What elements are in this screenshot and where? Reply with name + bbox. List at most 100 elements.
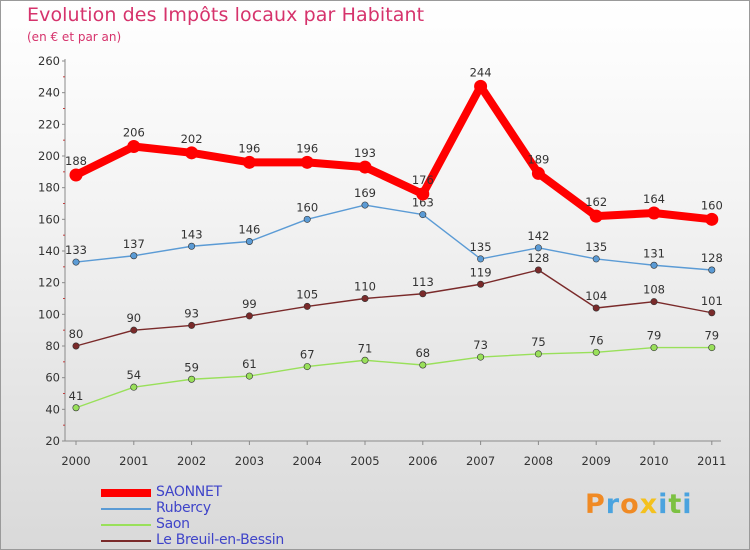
data-point	[477, 353, 485, 361]
data-label: 68	[415, 346, 430, 360]
logo-letter: r	[605, 489, 621, 520]
legend-swatch	[101, 489, 151, 497]
data-label: 163	[412, 196, 434, 210]
x-tick-label: 2003	[235, 454, 264, 468]
x-tick-label: 2011	[697, 454, 726, 468]
data-point	[416, 187, 430, 201]
data-point	[245, 372, 253, 380]
data-label: 59	[184, 360, 199, 374]
logo-letter: o	[620, 489, 640, 520]
data-point	[477, 280, 485, 288]
data-label: 188	[65, 154, 87, 168]
data-label: 104	[585, 289, 607, 303]
proxiti-logo: Proxiti	[585, 489, 693, 520]
data-label: 61	[242, 357, 257, 371]
logo-letter: x	[639, 489, 659, 520]
series-line-saonnet	[72, 82, 716, 224]
data-label: 113	[412, 275, 434, 289]
data-label: 162	[585, 195, 607, 209]
data-point	[708, 266, 716, 274]
x-tick-label: 2000	[61, 454, 90, 468]
legend-swatch	[101, 508, 151, 510]
data-label: 176	[412, 173, 434, 187]
data-point	[361, 356, 369, 364]
data-label: 135	[470, 240, 492, 254]
data-point	[72, 404, 80, 412]
data-label: 135	[585, 240, 607, 254]
data-point	[242, 155, 256, 169]
data-label: 93	[184, 306, 199, 320]
legend-item: SAONNET	[101, 484, 401, 501]
y-tick-label: 260	[38, 54, 60, 68]
logo-letter: t	[668, 489, 683, 520]
data-label: 169	[354, 186, 376, 200]
data-point	[130, 383, 138, 391]
legend-item: Saon	[101, 516, 401, 533]
data-point	[303, 363, 311, 371]
data-label: 193	[354, 146, 376, 160]
x-tick-label: 2002	[177, 454, 206, 468]
data-point	[188, 242, 196, 250]
data-label: 71	[358, 341, 373, 355]
data-label: 196	[296, 141, 318, 155]
series-line-rubercy	[75, 204, 713, 271]
chart-legend: SAONNET Rubercy Saon Le Breuil-en-Bessin	[101, 484, 401, 549]
y-tick-label: 120	[38, 276, 60, 290]
data-point	[300, 155, 314, 169]
legend-swatch	[101, 524, 151, 526]
y-tick-label: 80	[45, 339, 60, 353]
data-point	[361, 201, 369, 209]
data-point	[419, 361, 427, 369]
data-label: 105	[296, 287, 318, 301]
legend-swatch	[101, 540, 151, 542]
data-label: 137	[123, 237, 145, 251]
data-point	[72, 342, 80, 350]
data-label: 119	[470, 265, 492, 279]
data-label: 41	[69, 389, 84, 403]
data-point	[303, 215, 311, 223]
legend-label: Le Breuil-en-Bessin	[156, 532, 284, 548]
data-point	[130, 252, 138, 260]
data-label: 142	[527, 229, 549, 243]
data-label: 164	[643, 192, 665, 206]
data-label: 128	[701, 251, 723, 265]
data-label: 90	[126, 311, 141, 325]
x-tick-label: 2007	[466, 454, 495, 468]
data-point	[592, 348, 600, 356]
data-point	[245, 312, 253, 320]
data-point	[705, 212, 719, 226]
data-label: 131	[643, 246, 665, 260]
data-label: 160	[296, 200, 318, 214]
data-point	[127, 140, 141, 153]
legend-label: SAONNET	[156, 484, 222, 500]
data-label: 79	[647, 329, 662, 343]
data-point	[361, 294, 369, 302]
data-label: 143	[181, 227, 203, 241]
data-point	[188, 321, 196, 329]
data-point	[708, 344, 716, 352]
data-point	[534, 266, 542, 274]
data-point	[708, 309, 716, 317]
series-line-le-breuil-en-bessin	[75, 269, 713, 347]
data-point	[650, 298, 658, 306]
legend-label: Rubercy	[156, 500, 211, 516]
data-point	[358, 160, 372, 174]
data-point	[534, 350, 542, 358]
data-point	[419, 211, 427, 219]
data-point	[592, 304, 600, 312]
y-tick-label: 60	[45, 371, 60, 385]
y-tick-label: 20	[45, 434, 60, 448]
data-point	[72, 258, 80, 266]
data-point	[650, 344, 658, 352]
data-point	[185, 146, 199, 160]
data-label: 133	[65, 243, 87, 257]
data-point	[531, 166, 545, 180]
data-point	[130, 326, 138, 334]
y-tick-label: 220	[38, 117, 60, 131]
data-label: 189	[527, 152, 549, 166]
data-label: 79	[704, 329, 719, 343]
data-point	[245, 238, 253, 246]
data-point	[474, 79, 488, 93]
